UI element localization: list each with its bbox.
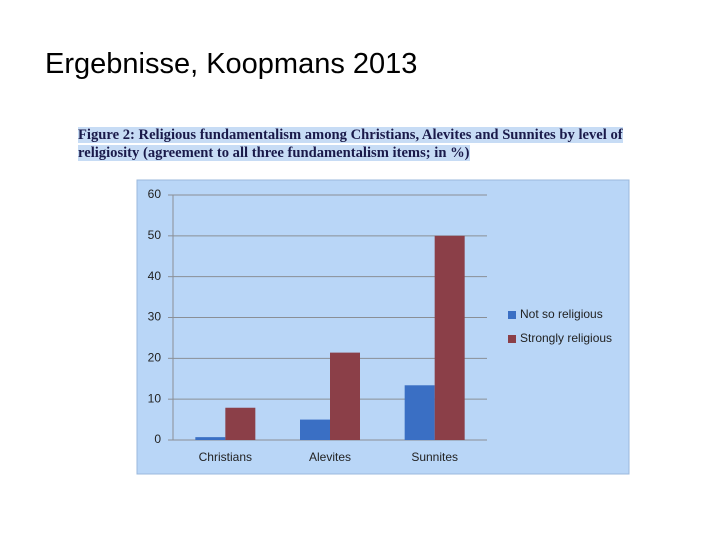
y-tick-label: 40 — [148, 269, 162, 283]
chart-background — [136, 179, 630, 475]
y-tick-label: 20 — [148, 351, 162, 365]
y-tick-label: 0 — [154, 432, 161, 446]
bar — [434, 235, 465, 440]
bar — [195, 437, 226, 440]
y-tick-label: 60 — [148, 187, 162, 201]
y-tick-label: 10 — [148, 391, 162, 405]
slide-title: Ergebnisse, Koopmans 2013 — [45, 48, 418, 80]
legend-label: Strongly religious — [520, 331, 612, 345]
bar — [404, 385, 435, 440]
legend-swatch — [508, 311, 516, 319]
y-tick-label: 30 — [148, 310, 162, 324]
x-tick-label: Alevites — [309, 450, 351, 464]
x-tick-label: Christians — [199, 450, 252, 464]
bar — [225, 407, 256, 440]
bar — [330, 352, 360, 440]
legend-swatch — [508, 335, 516, 343]
caption-box: Figure 2: Religious fundamentalism among… — [78, 126, 644, 162]
legend-label: Not so religious — [520, 307, 603, 321]
x-tick-label: Sunnites — [411, 450, 458, 464]
y-tick-label: 50 — [148, 228, 162, 242]
bar — [300, 419, 330, 440]
